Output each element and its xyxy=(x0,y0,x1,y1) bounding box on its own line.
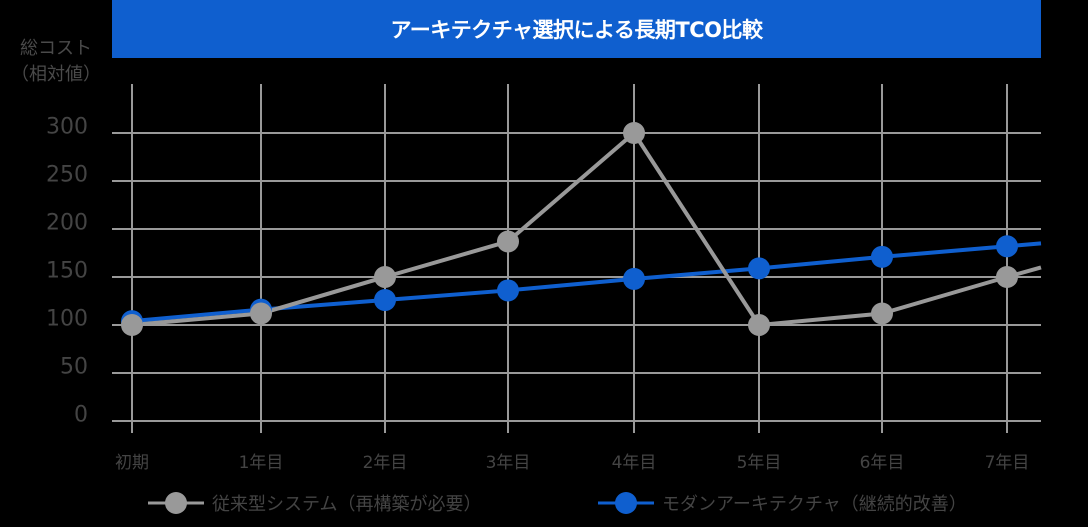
y-tick-label: 250 xyxy=(46,162,88,188)
y-tick-label: 200 xyxy=(46,210,88,236)
legend-label-modern: モダンアーキテクチャ（継続的改善） xyxy=(662,494,967,515)
data-point-marker xyxy=(623,267,645,290)
x-tick-label: 5年目 xyxy=(736,453,782,473)
data-point-marker xyxy=(748,314,770,336)
data-point-marker xyxy=(871,302,893,325)
y-axis-label: 総コスト （相対値） xyxy=(8,36,104,88)
data-point-marker xyxy=(374,289,396,312)
data-point-marker xyxy=(871,245,893,268)
x-tick-label: 初期 xyxy=(115,453,149,473)
y-axis-label-line-2: （相対値） xyxy=(11,64,101,85)
y-tick-label: 100 xyxy=(46,306,88,332)
x-tick-label: 6年目 xyxy=(859,453,905,473)
y-tick-label: 50 xyxy=(60,354,88,380)
legend: 従来型システム（再構築が必要） モダンアーキテクチャ（継続的改善） xyxy=(0,490,1088,520)
data-point-marker xyxy=(996,235,1018,258)
legend-item-legacy[interactable]: 従来型システム（再構築が必要） xyxy=(148,490,481,516)
data-point-marker xyxy=(748,257,770,280)
legend-marker-blue-circle-icon xyxy=(598,492,654,514)
data-point-marker xyxy=(250,302,272,325)
x-tick-label: 1年目 xyxy=(238,453,284,473)
x-tick-label: 4年目 xyxy=(611,453,657,473)
data-point-marker xyxy=(497,279,519,302)
data-point-marker xyxy=(374,266,396,288)
legend-item-modern[interactable]: モダンアーキテクチャ（継続的改善） xyxy=(598,490,967,516)
data-point-marker xyxy=(996,266,1018,288)
data-point-marker xyxy=(121,314,143,336)
legend-label-legacy: 従来型システム（再構築が必要） xyxy=(212,494,482,515)
chart-title-bar: アーキテクチャ選択による長期TCO比較 xyxy=(112,0,1041,58)
data-point-marker xyxy=(497,230,519,253)
data-point-marker xyxy=(623,122,645,144)
legend-marker-gray-circle-icon xyxy=(148,492,204,514)
chart-title: アーキテクチャ選択による長期TCO比較 xyxy=(390,18,764,42)
y-tick-label: 300 xyxy=(46,114,88,140)
x-tick-label: 2年目 xyxy=(362,453,408,473)
x-tick-label: 3年目 xyxy=(485,453,531,473)
y-axis-label-line-1: 総コスト xyxy=(20,38,92,59)
y-tick-label: 0 xyxy=(74,402,88,428)
x-tick-label: 7年目 xyxy=(984,453,1030,473)
y-tick-label: 150 xyxy=(46,258,88,284)
